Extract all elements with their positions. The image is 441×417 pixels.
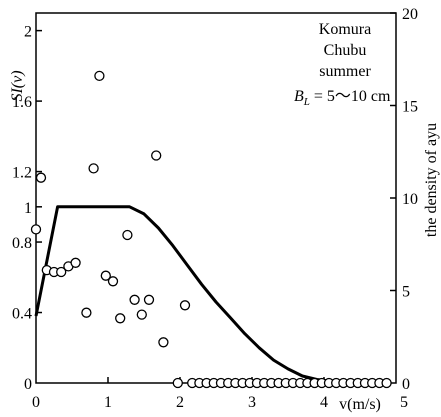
formula-value: = 5～10 cm <box>310 88 391 105</box>
y-right-axis-label: the density of ayu <box>423 123 440 237</box>
x-tick-label: 4 <box>320 394 328 411</box>
y-left-tick-label: 0 <box>24 376 32 393</box>
density-point <box>158 337 169 348</box>
x-tick-label: 0 <box>32 394 40 411</box>
annotation-line-1: Komura <box>319 21 371 38</box>
x-axis-label: v(m/s) <box>339 396 381 413</box>
si-curve-line <box>34 205 360 385</box>
x-tick-label: 1 <box>104 394 112 411</box>
density-point <box>143 294 155 305</box>
y-right-tick-label: 0 <box>402 376 410 393</box>
y-left-tick-label: 2 <box>24 24 32 41</box>
density-point <box>94 70 105 82</box>
density-point <box>70 257 81 268</box>
y-left-tick-label: 1 <box>24 200 32 217</box>
y-right-tick-label: 5 <box>402 284 410 301</box>
y-right-tick-label: 10 <box>402 191 418 208</box>
density-point <box>100 270 111 281</box>
density-point <box>122 229 133 241</box>
density-point <box>35 172 47 183</box>
density-point <box>115 313 126 324</box>
density-point <box>81 307 92 318</box>
x-tick-label: 5 <box>400 394 408 411</box>
annotation-line-2: Chubu <box>324 42 367 59</box>
density-point <box>56 266 67 278</box>
density-point <box>172 377 183 389</box>
x-tick-label: 2 <box>176 394 184 411</box>
formula-symbol: B <box>294 88 304 105</box>
y-left-tick-label: 0.8 <box>12 235 32 252</box>
density-point <box>30 224 42 235</box>
density-point <box>136 309 147 320</box>
annotation-line-3: summer <box>319 63 371 80</box>
density-point <box>179 300 191 311</box>
y-right-tick-label: 20 <box>402 6 418 23</box>
y-left-ticks: 0 0.4 0.8 1 1.2 1.6 2 <box>12 24 42 393</box>
y-right-ticks: 0 5 10 15 20 <box>390 6 418 393</box>
density-point <box>129 294 140 305</box>
density-point <box>107 276 119 287</box>
y-left-axis-label: SI(v) <box>9 70 26 101</box>
density-point <box>381 377 392 389</box>
y-left-tick-label: 1.6 <box>12 94 32 111</box>
density-point <box>88 163 99 174</box>
density-point <box>151 150 162 161</box>
x-tick-label: 3 <box>248 394 256 411</box>
density-points <box>30 70 392 389</box>
formula-subscript: L <box>303 96 310 108</box>
annotation-formula: BL = 5～10 cm <box>294 88 391 108</box>
y-left-tick-label: 0.4 <box>12 306 32 323</box>
y-left-tick-label: 1.2 <box>12 165 32 182</box>
y-right-tick-label: 15 <box>402 99 418 116</box>
